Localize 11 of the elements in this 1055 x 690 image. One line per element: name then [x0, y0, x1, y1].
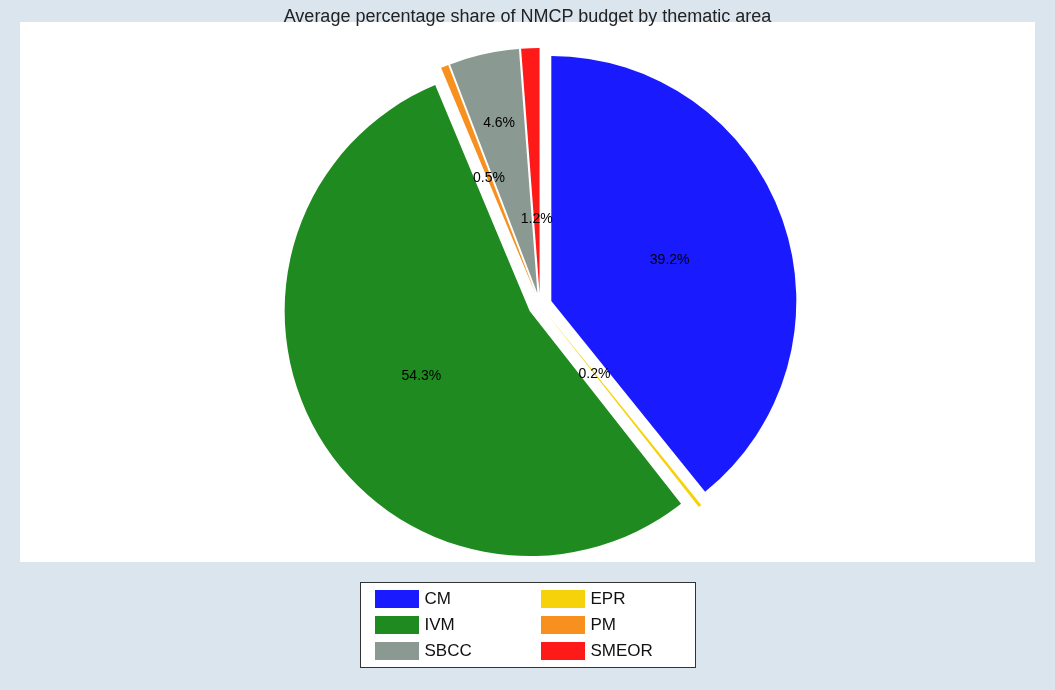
legend-label: EPR: [590, 589, 626, 609]
legend-label: SMEOR: [590, 641, 653, 661]
data-label: 4.6%: [483, 114, 516, 131]
legend-label: CM: [424, 589, 451, 609]
legend-label: IVM: [424, 615, 455, 635]
data-label: 54.3%: [401, 366, 442, 383]
data-label: 0.5%: [473, 169, 505, 186]
legend-label: SBCC: [424, 641, 472, 661]
data-label: 39.2%: [649, 251, 690, 268]
chart-title: Average percentage share of NMCP budget by thematic area: [283, 6, 773, 26]
legend-label: PM: [590, 615, 616, 635]
